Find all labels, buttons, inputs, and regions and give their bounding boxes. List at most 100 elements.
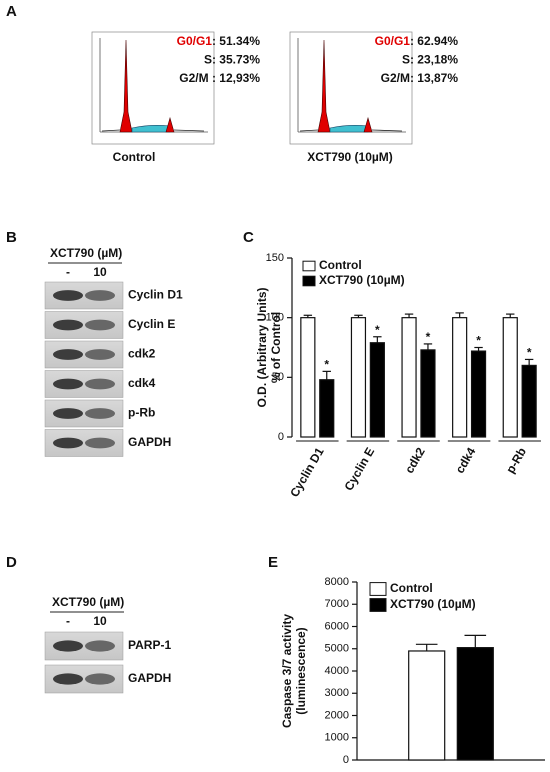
y-axis-label: (luminescence) — [294, 627, 308, 714]
phase-name: G2/M — [381, 71, 410, 85]
phase-name: G2/M — [179, 71, 208, 85]
blot-band — [85, 290, 115, 301]
legend-swatch — [369, 582, 387, 596]
blot-band — [53, 290, 83, 301]
legend-label: Control — [390, 581, 433, 595]
y-tick-label: 4000 — [325, 665, 349, 677]
phase-value: : 51.34% — [212, 34, 260, 48]
y-tick-label: 100 — [266, 312, 284, 324]
bar — [452, 317, 468, 438]
x-tick-label: Cyclin E — [341, 445, 377, 493]
y-tick-label: 0 — [343, 754, 349, 766]
protein-label: PARP-1 — [128, 638, 171, 652]
phase-value: : 12,93% — [209, 71, 261, 85]
histogram-caption: XCT790 (10µM) — [307, 150, 393, 164]
panel-label: E — [268, 554, 278, 571]
y-tick-label: 5000 — [325, 643, 349, 655]
phase-value: : 35.73% — [212, 53, 260, 67]
x-tick-label: cdk4 — [453, 445, 479, 476]
blot-band — [85, 319, 115, 331]
phase-name: S — [402, 53, 410, 67]
protein-label: Cyclin E — [128, 317, 175, 331]
y-tick-label: 7000 — [325, 598, 349, 610]
x-tick-label: Cyclin D1 — [287, 445, 327, 500]
blot-band — [53, 673, 83, 685]
g2-peak — [165, 116, 175, 133]
phase-stat: G2/M: 13,87% — [381, 71, 459, 85]
lane-label: - — [66, 265, 70, 279]
bar — [369, 342, 385, 438]
legend-label: XCT790 (10µM) — [390, 597, 476, 611]
bar — [470, 350, 487, 438]
y-tick-label: 1000 — [325, 732, 349, 744]
protein-label: GAPDH — [128, 671, 171, 685]
bar — [300, 317, 316, 438]
blot-band — [85, 408, 115, 419]
s-phase — [131, 125, 171, 133]
g1-peak — [317, 39, 331, 133]
g1-peak — [119, 39, 133, 133]
y-tick-label: 3000 — [325, 687, 349, 699]
lane-label: - — [66, 614, 70, 628]
lane-label: 10 — [93, 265, 107, 279]
blot-band — [53, 378, 83, 390]
phase-stat: S: 35.73% — [204, 53, 260, 67]
y-tick-label: 0 — [278, 431, 284, 443]
bar — [350, 317, 367, 438]
significance: * — [527, 346, 532, 360]
y-tick-label: 8000 — [325, 576, 349, 588]
g2-peak — [363, 116, 373, 133]
bar — [502, 317, 518, 438]
lane-label: 10 — [93, 614, 107, 628]
y-axis-label: Caspase 3/7 activity — [280, 614, 294, 728]
phase-value: : 62.94% — [410, 34, 458, 48]
y-axis-label: O.D. (Arbitrary Units) — [255, 287, 269, 407]
bar — [521, 364, 537, 438]
treatment-label: XCT790 (µM) — [50, 246, 122, 260]
phase-stat: G2/M : 12,93% — [179, 71, 260, 85]
protein-label: cdk4 — [128, 376, 156, 390]
protein-label: cdk2 — [128, 347, 156, 361]
phase-stat: G0/G1: 51.34% — [177, 34, 261, 48]
significance: * — [476, 334, 481, 348]
phase-name: G0/G1 — [177, 34, 213, 48]
significance: * — [324, 358, 329, 372]
legend-swatch — [369, 598, 387, 612]
phase-stat: S: 23,18% — [402, 53, 458, 67]
legend-label: Control — [319, 258, 362, 272]
significance: * — [426, 330, 431, 344]
x-tick-label: p-Rb — [503, 445, 529, 476]
blot-band — [53, 408, 83, 419]
panel-label: A — [6, 3, 17, 20]
histogram-trace — [299, 129, 403, 132]
blot-band — [85, 640, 115, 652]
treatment-label: XCT790 (µM) — [52, 595, 124, 609]
phase-stat: G0/G1: 62.94% — [375, 34, 459, 48]
bar — [420, 349, 436, 438]
blot-band — [85, 437, 115, 449]
blot-band — [85, 673, 115, 685]
y-tick-label: 2000 — [325, 709, 349, 721]
histogram-trace — [101, 129, 205, 132]
blot-band — [85, 349, 115, 360]
histogram-frame — [289, 31, 413, 145]
blot-band — [53, 319, 83, 331]
legend-swatch — [302, 275, 316, 287]
bar — [408, 650, 446, 761]
phase-name: S — [204, 53, 212, 67]
histogram-frame — [91, 31, 215, 145]
blot-band — [53, 437, 83, 449]
blot-band — [53, 640, 83, 652]
y-axis-label: % of Control — [269, 312, 283, 383]
s-phase — [329, 125, 369, 133]
protein-label: Cyclin D1 — [128, 288, 183, 302]
y-tick-label: 50 — [272, 371, 284, 383]
y-tick-label: 150 — [266, 252, 284, 264]
protein-label: GAPDH — [128, 435, 171, 449]
significance: * — [375, 323, 380, 337]
phase-name: G0/G1 — [375, 34, 411, 48]
bar — [456, 647, 494, 761]
protein-label: p-Rb — [128, 406, 155, 420]
phase-value: : 13,87% — [410, 71, 458, 85]
blot-band — [53, 349, 83, 360]
